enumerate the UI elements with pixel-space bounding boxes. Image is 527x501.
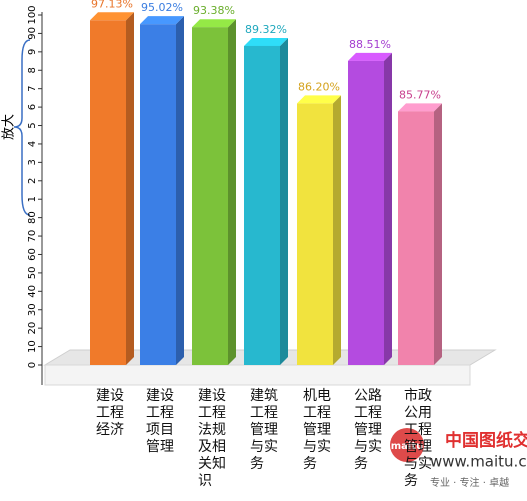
bar	[348, 60, 384, 366]
bar-top	[192, 19, 236, 28]
y-tick-label: 8	[27, 67, 38, 73]
brace	[13, 39, 31, 216]
bar-side	[333, 95, 341, 365]
y-tick-label: 90	[27, 27, 38, 40]
watermark-url: www.maitu.cc	[430, 453, 527, 471]
value-label: 93.38%	[193, 4, 235, 17]
bar	[297, 103, 333, 365]
value-label: 89.32%	[245, 23, 287, 36]
y-tick-label: 9	[27, 49, 38, 55]
bar-top	[90, 12, 134, 21]
annotation: 放大	[2, 114, 17, 140]
watermark-site: 中国图纸交易网	[445, 430, 527, 451]
y-tick-label: 1	[27, 196, 38, 202]
value-label: 85.77%	[399, 88, 441, 101]
y-tick-label: 6	[27, 104, 38, 110]
watermark-slogan: 专业 · 专注 · 卓越	[430, 476, 509, 489]
y-tick-label: 80	[27, 211, 38, 224]
floor-edge	[44, 364, 471, 386]
bar-top	[297, 95, 341, 104]
value-label: 86.20%	[298, 80, 340, 93]
y-tick-label: 30	[27, 303, 38, 316]
y-tick-label: 4	[27, 141, 38, 147]
bar	[244, 45, 280, 366]
bar-top	[244, 37, 288, 46]
y-tick-label: 70	[27, 230, 38, 243]
y-tick-label: 2	[27, 178, 38, 184]
y-tick-label: 100	[27, 5, 38, 24]
bar	[192, 27, 228, 366]
y-tick-label: 5	[27, 122, 38, 128]
bar	[90, 20, 126, 366]
y-tick-label: 60	[27, 248, 38, 261]
bar-top	[140, 16, 184, 25]
y-tick-label: 7	[27, 85, 38, 91]
x-tick-label: 建设工程法规及相关知识	[198, 388, 226, 489]
y-tick-label: 50	[27, 267, 38, 280]
x-tick-label: 建筑工程管理与实务	[250, 388, 278, 472]
y-tick-label: 10	[27, 340, 38, 353]
bar-side	[126, 12, 134, 366]
x-tick-label: 公路工程管理与实务	[354, 388, 382, 472]
watermark-logo: maitu	[391, 441, 424, 452]
y-tick-label: 20	[27, 322, 38, 335]
y-tick-label: 3	[27, 159, 38, 165]
x-tick-label: 建设工程经济	[96, 388, 124, 438]
watermark-logo-bg	[390, 428, 424, 462]
value-label: 95.02%	[141, 1, 183, 14]
bar-top	[348, 52, 392, 61]
bar-side	[176, 16, 184, 366]
bar	[140, 24, 176, 366]
bar-side	[384, 52, 392, 366]
x-tick-label: 机电工程管理与实务	[303, 388, 331, 472]
bar-side	[280, 37, 288, 366]
y-tick-label: 40	[27, 285, 38, 298]
bar-top	[398, 103, 442, 112]
bar	[398, 111, 434, 365]
x-tick-label: 市政公用工程管理与实务	[404, 388, 432, 489]
x-tick-label: 建设工程项目管理	[146, 388, 174, 455]
bar-side	[228, 19, 236, 366]
y-tick-label: 0	[27, 362, 38, 368]
bar-side	[434, 103, 442, 365]
value-label: 97.13%	[91, 0, 133, 10]
value-label: 88.51%	[349, 38, 391, 51]
